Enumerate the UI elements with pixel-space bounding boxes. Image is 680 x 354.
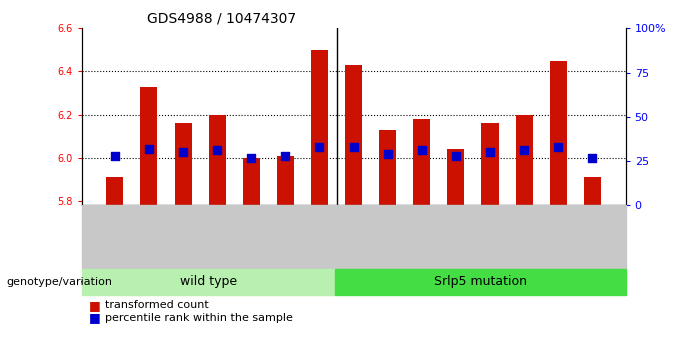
Bar: [447, 149, 464, 205]
Bar: [549, 61, 566, 205]
Point: [314, 144, 325, 150]
Bar: [481, 123, 498, 205]
Point: [587, 155, 598, 160]
Bar: [515, 115, 532, 205]
Text: Srlp5 mutation: Srlp5 mutation: [434, 275, 527, 288]
Text: GDS4988 / 10474307: GDS4988 / 10474307: [147, 12, 296, 26]
Point: [143, 146, 154, 152]
Bar: [106, 177, 123, 205]
Point: [553, 144, 564, 150]
Bar: [413, 119, 430, 205]
Bar: [311, 50, 328, 205]
Text: percentile rank within the sample: percentile rank within the sample: [105, 313, 293, 322]
Point: [109, 153, 120, 159]
Bar: [277, 156, 294, 205]
Bar: [209, 115, 226, 205]
Text: ■: ■: [88, 311, 100, 324]
Bar: [584, 177, 601, 205]
Bar: [243, 158, 260, 205]
Bar: [175, 123, 192, 205]
Bar: [141, 87, 158, 205]
Point: [450, 153, 461, 159]
Point: [280, 153, 291, 159]
Point: [246, 155, 257, 160]
Text: ■: ■: [88, 299, 100, 312]
Point: [177, 149, 188, 155]
Bar: [379, 130, 396, 205]
Point: [382, 151, 393, 157]
Point: [416, 148, 427, 153]
Point: [348, 144, 359, 150]
Point: [519, 148, 530, 153]
Point: [211, 148, 222, 153]
Point: [485, 149, 496, 155]
Text: wild type: wild type: [180, 275, 237, 288]
Text: transformed count: transformed count: [105, 300, 209, 310]
Text: genotype/variation: genotype/variation: [7, 277, 113, 287]
Bar: [345, 65, 362, 205]
